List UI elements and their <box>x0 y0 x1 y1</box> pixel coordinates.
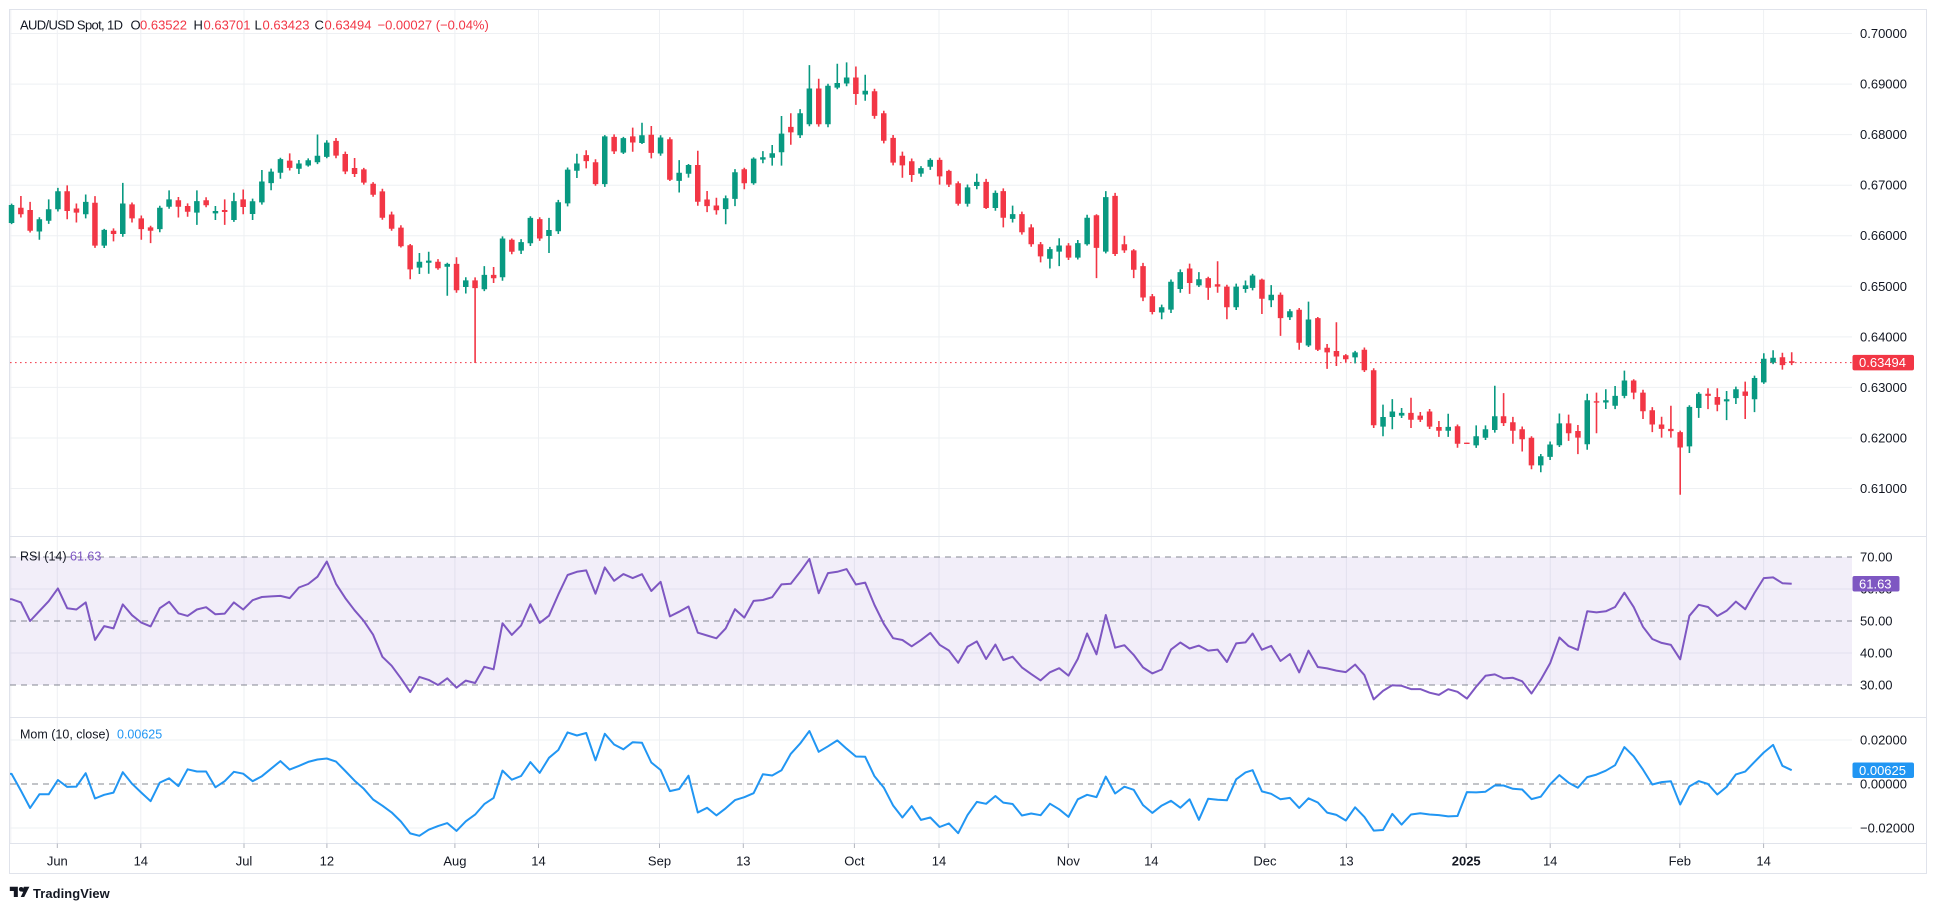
svg-text:0.68000: 0.68000 <box>1860 127 1907 142</box>
svg-text:70.00: 70.00 <box>1860 550 1893 565</box>
svg-text:Aug: Aug <box>443 854 466 869</box>
svg-text:0.61000: 0.61000 <box>1860 481 1907 496</box>
svg-text:61.63: 61.63 <box>1859 576 1892 591</box>
svg-text:0.63494: 0.63494 <box>1859 355 1906 370</box>
svg-text:14: 14 <box>932 854 946 869</box>
svg-text:0.65000: 0.65000 <box>1860 279 1907 294</box>
svg-text:0.69000: 0.69000 <box>1860 77 1907 92</box>
svg-text:Jun: Jun <box>47 854 68 869</box>
svg-text:14: 14 <box>1144 854 1158 869</box>
svg-text:Sep: Sep <box>648 854 671 869</box>
svg-text:0.70000: 0.70000 <box>1860 26 1907 41</box>
svg-text:0.63000: 0.63000 <box>1860 380 1907 395</box>
svg-text:30.00: 30.00 <box>1860 678 1893 693</box>
svg-text:0.00625: 0.00625 <box>1859 763 1906 778</box>
svg-text:40.00: 40.00 <box>1860 646 1893 661</box>
svg-text:TradingView: TradingView <box>33 886 111 901</box>
svg-text:Mom (10, close)0.00625: Mom (10, close) 0.00625 <box>20 728 162 742</box>
svg-text:AUD/USD Spot, 1D: AUD/USD Spot, 1D <box>20 18 123 33</box>
svg-text:0.67000: 0.67000 <box>1860 178 1907 193</box>
svg-text:13: 13 <box>1339 854 1353 869</box>
svg-text:50.00: 50.00 <box>1860 614 1893 629</box>
svg-text:Jul: Jul <box>236 854 253 869</box>
svg-text:Feb: Feb <box>1669 854 1691 869</box>
svg-text:−0.02000: −0.02000 <box>1860 821 1915 836</box>
svg-text:0.66000: 0.66000 <box>1860 228 1907 243</box>
svg-text:12: 12 <box>320 854 334 869</box>
svg-text:0.62000: 0.62000 <box>1860 431 1907 446</box>
svg-text:2025: 2025 <box>1452 854 1481 869</box>
svg-text:14: 14 <box>134 854 148 869</box>
svg-text:Nov: Nov <box>1057 854 1081 869</box>
svg-text:0.64000: 0.64000 <box>1860 329 1907 344</box>
svg-text:Dec: Dec <box>1253 854 1277 869</box>
svg-text:14: 14 <box>1543 854 1557 869</box>
svg-text:RSI (14)61.63: RSI (14) 61.63 <box>20 550 101 564</box>
svg-text:14: 14 <box>531 854 545 869</box>
svg-text:0.00000: 0.00000 <box>1860 777 1907 792</box>
svg-text:14: 14 <box>1756 854 1770 869</box>
svg-text:Oct: Oct <box>844 854 865 869</box>
svg-text:13: 13 <box>736 854 750 869</box>
svg-text:0.02000: 0.02000 <box>1860 733 1907 748</box>
